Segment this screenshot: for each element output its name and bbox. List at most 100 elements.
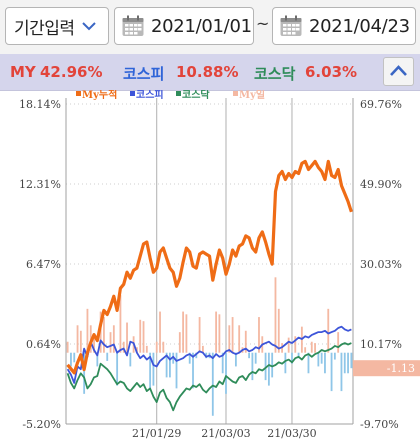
daily-return-bar <box>267 352 270 386</box>
daily-return-bar <box>297 352 300 359</box>
daily-return-bar <box>201 345 204 353</box>
daily-return-bar <box>324 352 326 374</box>
summary-kosdaq-label: 코스닥 <box>254 65 296 83</box>
daily-return-bar <box>304 347 307 353</box>
chevron-down-icon <box>81 22 96 31</box>
legend-label: My누적 <box>82 90 117 101</box>
daily-return-bar <box>136 347 138 353</box>
right-axis-tick-label: -9.70% <box>360 418 399 431</box>
daily-return-bar <box>333 352 336 360</box>
daily-return-bar <box>103 317 105 353</box>
daily-return-bar <box>314 343 316 353</box>
current-value-marker: -1.13 <box>387 362 415 375</box>
start-date-value: 2021/01/01 <box>151 15 252 37</box>
daily-return-bar <box>188 352 191 364</box>
daily-return-bar <box>142 321 145 353</box>
chart-axes: 18.14% 12.31% 6.47% 0.64% -5.20% 69.76% 49.90%… <box>19 98 420 440</box>
start-date-field[interactable]: 2021/01/01 <box>114 7 254 45</box>
calendar-icon <box>122 15 144 36</box>
x-axis-tick-label: 21/03/03 <box>201 427 250 440</box>
daily-return-bar <box>307 352 310 374</box>
daily-return-bar <box>251 352 254 381</box>
daily-return-bar <box>73 352 76 363</box>
return-summary-bar: MY 42.96% 코스피 10.88% 코스닥 6.03% <box>0 54 420 91</box>
daily-return-bar <box>228 325 231 353</box>
daily-return-bar <box>254 352 257 364</box>
daily-return-bar <box>215 311 218 353</box>
daily-return-bar <box>287 337 290 353</box>
chevron-up-icon <box>390 65 407 76</box>
legend-label: 코스닥 <box>182 90 210 101</box>
daily-return-bar <box>330 352 333 392</box>
performance-chart: My누적 코스피 코스닥 My일 18.14% 12.31% 6.47% 0.64% -5.2… <box>19 90 420 440</box>
summary-kospi-label: 코스피 <box>123 65 165 83</box>
current-value-marker-bg <box>353 360 420 377</box>
calendar-icon <box>280 15 302 36</box>
legend-swatch <box>76 91 81 96</box>
daily-return-bar <box>277 308 280 353</box>
chart-series-lines <box>66 159 353 412</box>
kospi-line <box>66 325 352 384</box>
daily-return-bar <box>244 330 247 353</box>
daily-return-bar <box>271 352 274 378</box>
daily-return-bar <box>274 277 277 353</box>
left-axis-tick-label: 6.47% <box>26 258 61 271</box>
legend-label: 코스피 <box>136 90 164 101</box>
daily-return-bar <box>155 341 158 353</box>
daily-return-bar <box>320 352 323 364</box>
daily-return-bar <box>238 325 241 353</box>
daily-return-bar <box>327 308 330 353</box>
daily-return-bar <box>248 352 250 359</box>
period-select[interactable]: 기간입력 <box>5 7 109 45</box>
right-axis-tick-label: 69.76% <box>360 98 402 111</box>
daily-return-bar <box>185 314 188 353</box>
period-select-label: 기간입력 <box>14 18 75 39</box>
daily-return-bar <box>337 332 340 353</box>
summary-my-label: MY <box>10 63 36 81</box>
collapse-toggle-button[interactable] <box>383 57 414 86</box>
daily-return-bar <box>218 314 221 353</box>
legend-swatch <box>233 91 238 96</box>
daily-return-bar <box>350 352 353 369</box>
left-axis-tick-label: 12.31% <box>19 178 61 191</box>
daily-return-bar <box>317 352 320 367</box>
daily-return-bar <box>192 352 194 389</box>
daily-return-bar <box>182 311 185 353</box>
daily-return-bar <box>96 352 99 367</box>
x-axis-tick-label: 21/01/29 <box>132 427 181 440</box>
legend-swatch <box>130 91 135 96</box>
daily-return-bar <box>129 352 132 367</box>
daily-return-bar <box>284 352 287 374</box>
daily-return-bar <box>343 352 346 374</box>
daily-return-bar <box>162 341 165 353</box>
daily-return-bar <box>93 333 95 353</box>
date-separator: ~ <box>256 14 270 33</box>
my-cumulative-line <box>66 159 353 375</box>
daily-return-bar <box>86 308 89 353</box>
end-date-value: 2021/04/23 <box>309 15 410 37</box>
daily-return-bar <box>225 352 227 394</box>
x-axis-tick-label: 21/03/30 <box>267 427 316 440</box>
filter-bar: 기간입력 2021/01/01 ~ <box>0 0 420 54</box>
daily-return-bar <box>139 319 142 353</box>
daily-return-bar <box>221 352 224 374</box>
daily-return-bar <box>211 352 214 416</box>
daily-return-bar <box>291 352 293 364</box>
daily-return-bar <box>119 295 122 353</box>
daily-return-bar <box>112 325 115 353</box>
right-axis-tick-label: 30.03% <box>360 258 402 271</box>
kosdaq-line <box>66 342 352 412</box>
daily-return-bar <box>109 332 112 353</box>
legend-label: My일 <box>239 90 265 101</box>
daily-return-bar <box>66 341 69 353</box>
daily-return-bar <box>195 352 198 359</box>
summary-kosdaq-value: 6.03% <box>305 63 358 81</box>
end-date-field[interactable]: 2021/04/23 <box>272 7 416 45</box>
right-axis-tick-label: 10.17% <box>360 338 402 351</box>
daily-return-bar <box>175 352 178 389</box>
daily-return-bar <box>231 317 234 353</box>
daily-return-bar <box>116 352 119 386</box>
right-axis-tick-label: 49.90% <box>360 178 402 191</box>
daily-return-bar <box>169 352 171 378</box>
daily-return-bar <box>258 317 260 353</box>
